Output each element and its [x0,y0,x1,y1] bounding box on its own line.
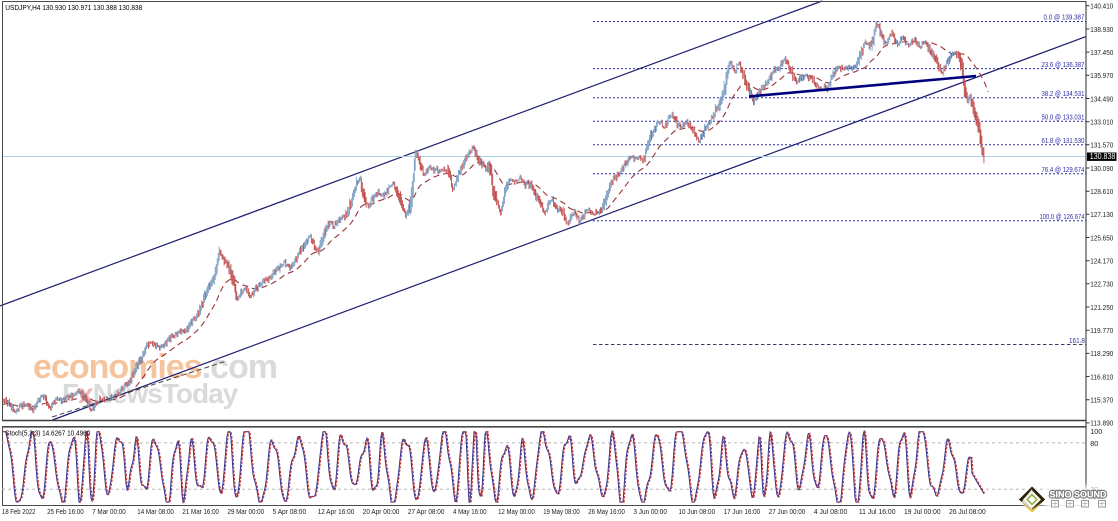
svg-text:133.010: 133.010 [1090,118,1113,127]
svg-text:80: 80 [1090,439,1098,448]
svg-text:121.250: 121.250 [1090,303,1113,312]
svg-text:137.450: 137.450 [1090,48,1113,57]
svg-text:130.838: 130.838 [1090,152,1116,161]
svg-text:122.730: 122.730 [1090,280,1113,289]
svg-text:4 May 16:00: 4 May 16:00 [453,507,487,516]
svg-text:27 Jun 00:00: 27 Jun 00:00 [769,507,806,516]
svg-text:125.650: 125.650 [1090,233,1113,242]
svg-text:119.770: 119.770 [1090,326,1113,335]
svg-text:14 Mar 08:00: 14 Mar 08:00 [137,507,174,516]
svg-text:economies.com: economies.com [33,348,277,386]
svg-text:7 Mar 00:00: 7 Mar 00:00 [92,507,126,516]
svg-text:19 Jul 00:00: 19 Jul 00:00 [904,507,941,516]
svg-text:29 Mar 00:00: 29 Mar 00:00 [228,507,265,516]
svg-text:25 Feb 16:00: 25 Feb 16:00 [47,507,84,516]
svg-text:11 Jul 16:00: 11 Jul 16:00 [859,507,896,516]
svg-text:12 May 00:00: 12 May 00:00 [498,507,535,516]
svg-text:61.8 @ 131.530: 61.8 @ 131.530 [1042,136,1085,145]
svg-text:128.610: 128.610 [1090,187,1113,196]
svg-text:19 May 08:00: 19 May 08:00 [543,507,580,516]
svg-text:118.290: 118.290 [1090,349,1113,358]
svg-text:18 Feb 2022: 18 Feb 2022 [2,507,36,516]
svg-text:12 Apr 16:00: 12 Apr 16:00 [318,507,355,516]
svg-text:100.0 @ 126.674: 100.0 @ 126.674 [1040,212,1085,221]
svg-text:130.090: 130.090 [1090,164,1113,173]
svg-text:100: 100 [1090,427,1102,436]
svg-text:27 Apr 08:00: 27 Apr 08:00 [408,507,445,516]
svg-text:116.810: 116.810 [1090,372,1113,381]
svg-text:138.930: 138.930 [1090,25,1113,34]
svg-text:38.2 @ 134.531: 38.2 @ 134.531 [1042,89,1085,98]
svg-text:26 Jul 08:00: 26 Jul 08:00 [949,507,986,516]
svg-text:131.570: 131.570 [1090,141,1113,150]
svg-text:23.6 @ 136.387: 23.6 @ 136.387 [1042,60,1085,69]
svg-text:USDJPY,H4 130.930 130.971 130: USDJPY,H4 130.930 130.971 130.388 130.83… [5,3,142,12]
svg-text:SINO SOUND: SINO SOUND [1050,490,1107,501]
svg-text:140.410: 140.410 [1090,2,1113,11]
svg-text:5 Apr 08:00: 5 Apr 08:00 [273,507,307,516]
svg-text:20 Apr 00:00: 20 Apr 00:00 [363,507,400,516]
svg-text:134.490: 134.490 [1090,94,1113,103]
svg-text:17 Jun 16:00: 17 Jun 16:00 [724,507,761,516]
svg-text:0.0 @ 139.387: 0.0 @ 139.387 [1044,13,1085,22]
svg-text:113.890: 113.890 [1090,419,1113,428]
svg-text:10 Jun 08:00: 10 Jun 08:00 [679,507,716,516]
svg-text:3 Jun 00:00: 3 Jun 00:00 [633,507,667,516]
svg-text:21 Mar 16:00: 21 Mar 16:00 [182,507,219,516]
svg-text:124.170: 124.170 [1090,257,1113,266]
svg-text:50.0 @ 133.031: 50.0 @ 133.031 [1042,112,1085,121]
svg-text:SINO SOUND: SINO SOUND [1050,490,1107,501]
svg-text:115.370: 115.370 [1090,396,1113,405]
svg-text:127.130: 127.130 [1090,210,1113,219]
svg-text:135.970: 135.970 [1090,71,1113,80]
svg-text:161.8: 161.8 [1069,336,1085,345]
svg-text:4 Jul 08:00: 4 Jul 08:00 [814,507,848,516]
svg-text:Stoch(5,3,3) 14.6267 10.4960: Stoch(5,3,3) 14.6267 10.4960 [5,429,90,438]
svg-text:76.4 @ 129.674: 76.4 @ 129.674 [1042,165,1085,174]
svg-text:26 May 16:00: 26 May 16:00 [588,507,625,516]
